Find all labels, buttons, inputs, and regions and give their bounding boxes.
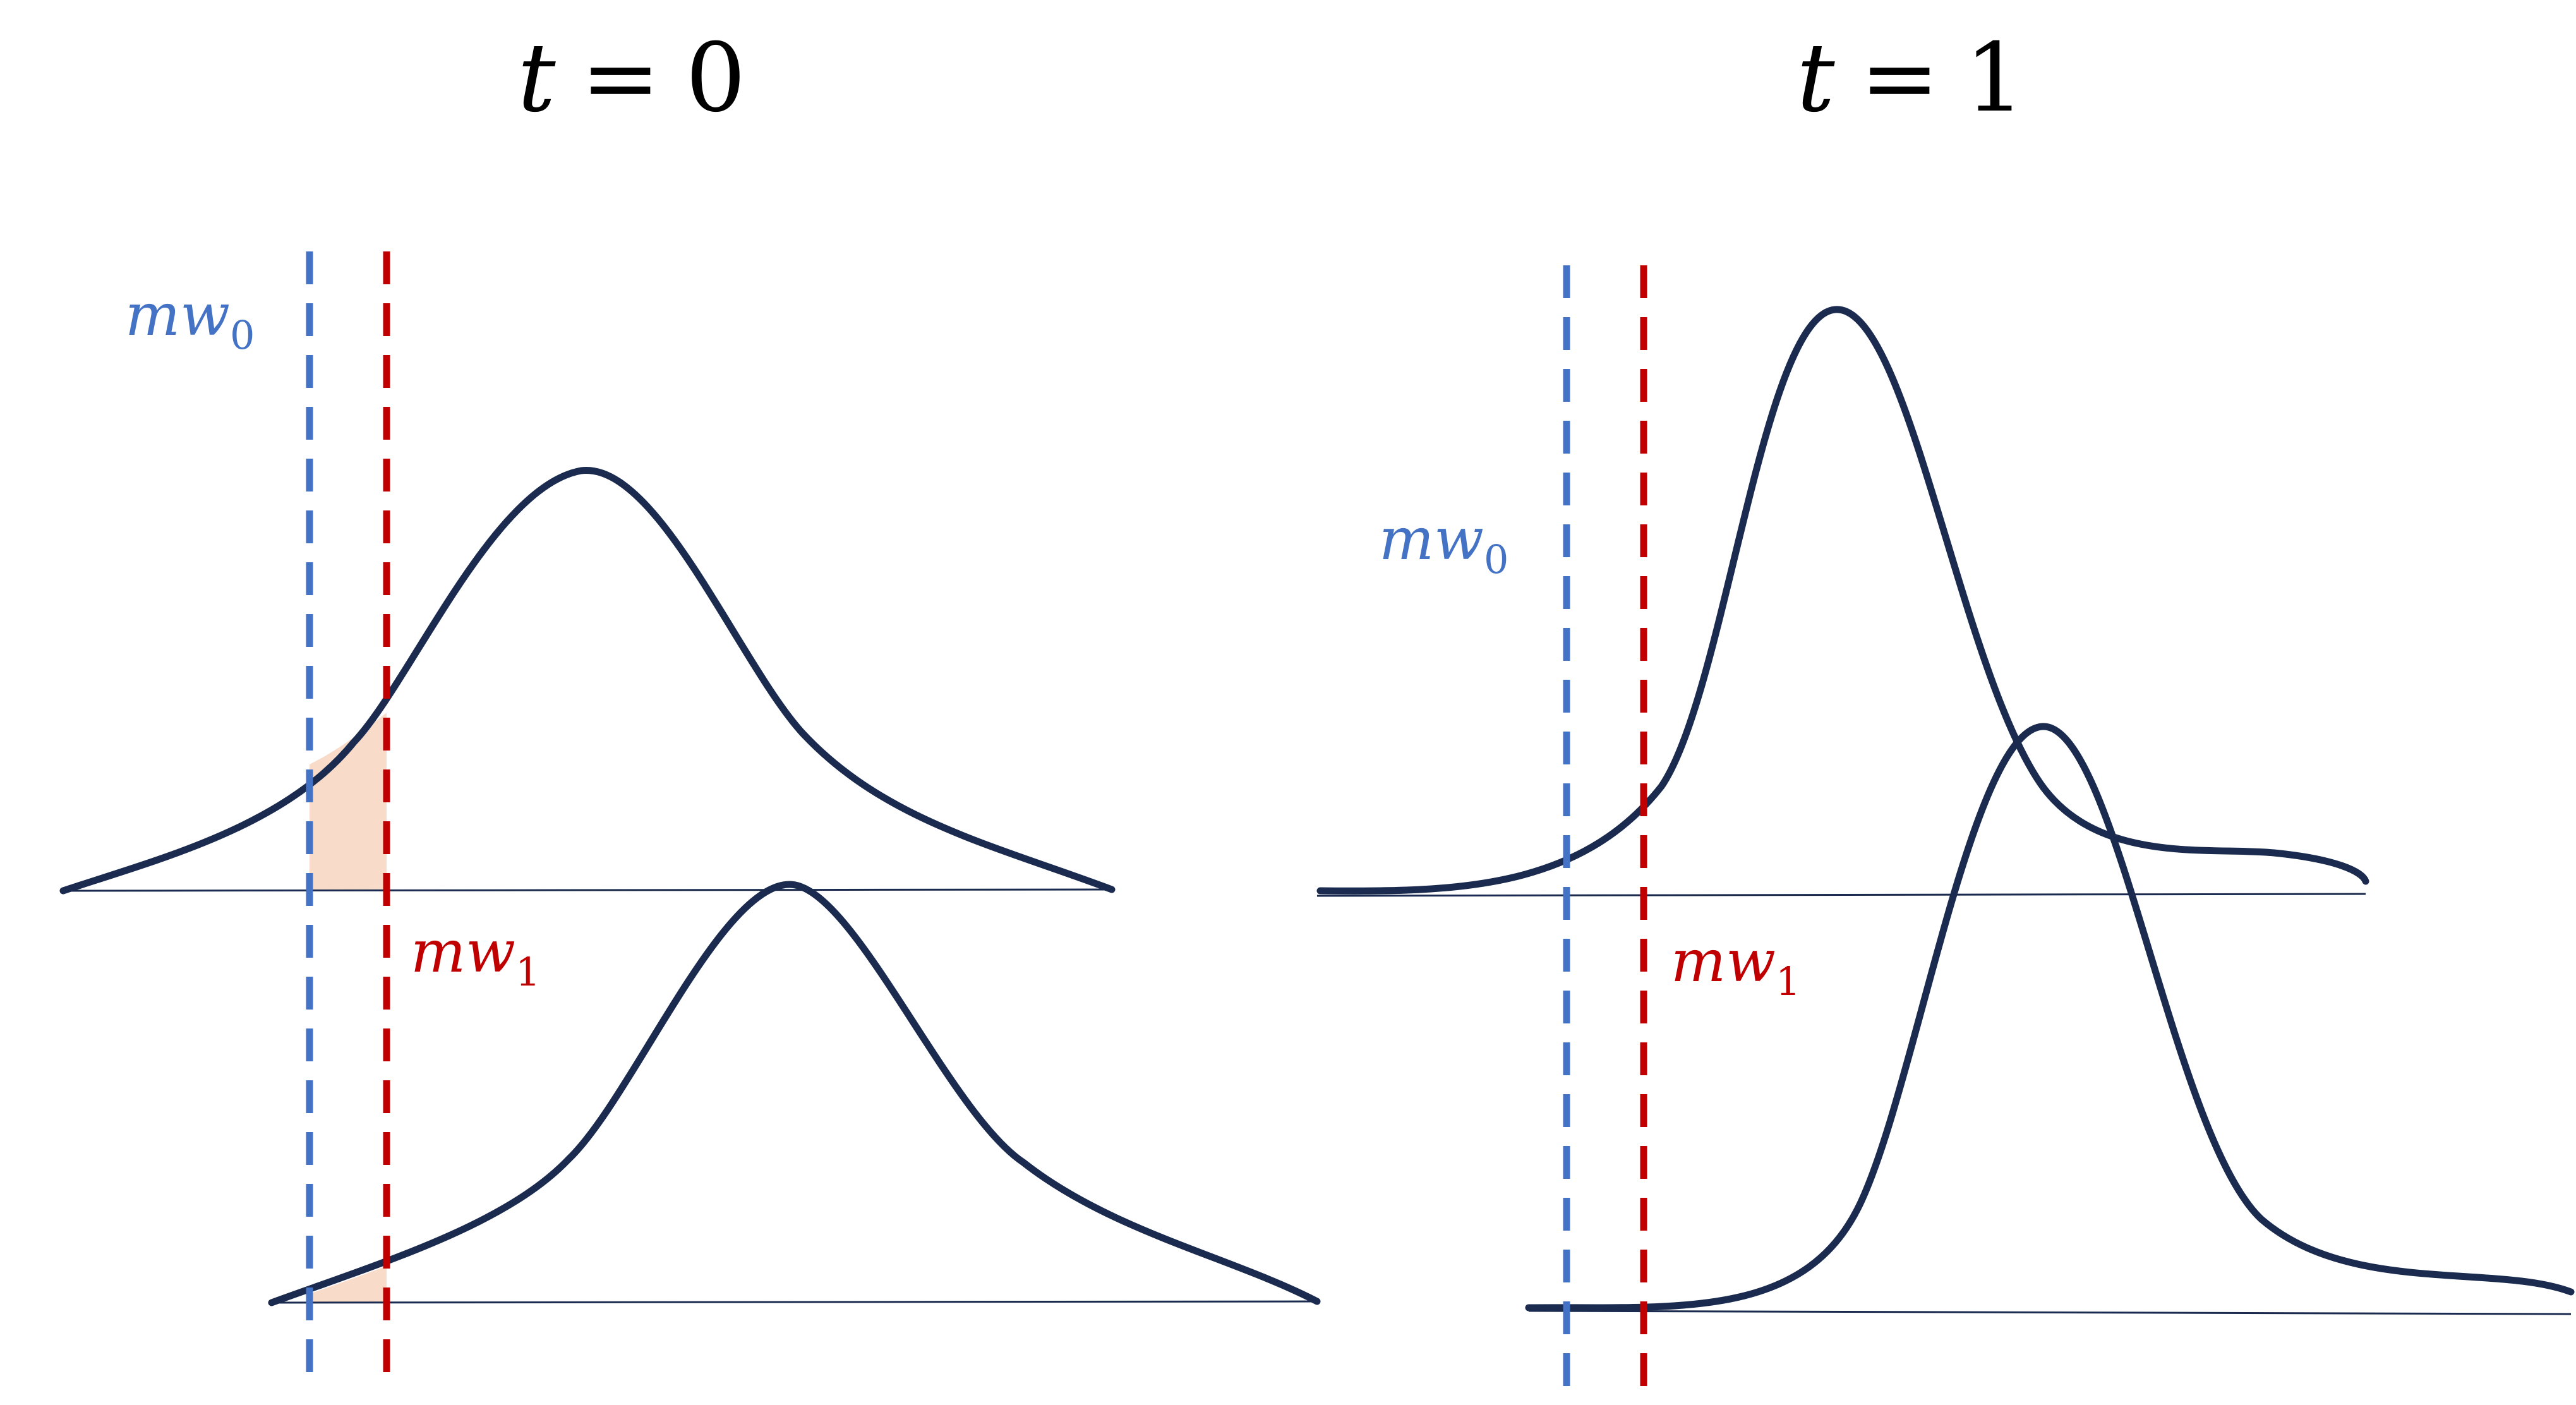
panel-t0-upper-shaded-region xyxy=(310,713,387,891)
panel-t0-lower-shaded-region xyxy=(310,1266,387,1303)
panel-t0-title: t = 0 xyxy=(517,23,745,133)
panel-t1-lower-baseline xyxy=(1528,1310,2572,1315)
panel-t0-lower-distribution-curve xyxy=(268,881,1321,1306)
panel-t0-lower-baseline xyxy=(271,1300,1318,1304)
panel-t0: t = 0 mw0 mw1 xyxy=(59,23,1321,1390)
panel-t1-title: t = 1 xyxy=(1797,23,2025,133)
panel-t0-mw1-label: mw1 xyxy=(411,918,540,995)
panel-t1-lower-distribution-curve xyxy=(1525,723,2575,1312)
panel-t1-upper-baseline xyxy=(1316,893,2366,897)
panel-t1-mw0-label: mw0 xyxy=(1379,505,1508,582)
panel-t0-mw0-label: mw0 xyxy=(125,281,255,358)
panel-t0-upper-distribution-curve xyxy=(59,467,1116,895)
panel-t0-upper-baseline xyxy=(63,888,1112,892)
panel-t1: t = 1 mw0 mw1 xyxy=(1316,23,2575,1399)
panel-t1-upper-distribution-curve xyxy=(1316,306,2369,895)
panel-t1-mw1-label: mw1 xyxy=(1671,927,1800,1004)
